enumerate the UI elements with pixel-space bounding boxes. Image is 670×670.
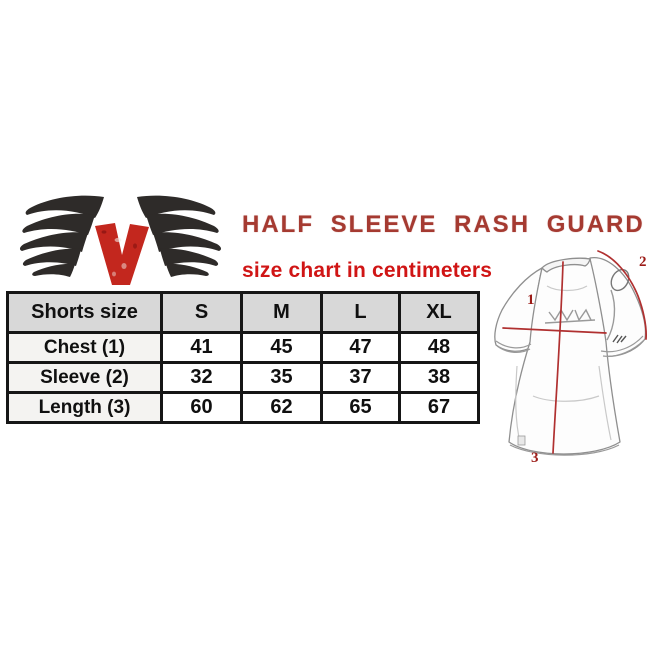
cell-length-l: 65 xyxy=(320,391,401,424)
column-header-shorts-size: Shorts size xyxy=(6,291,163,334)
sleeve-brand-mark xyxy=(606,268,630,344)
length-measure-line xyxy=(552,261,564,454)
cell-sleeve-s: 32 xyxy=(160,361,243,394)
page-subtitle: size chart in centimeters xyxy=(242,259,493,282)
page-title: HALF SLEEVE RASH GUARD xyxy=(242,211,645,238)
measurement-lines xyxy=(502,250,647,454)
marker-label-2: 2 xyxy=(639,254,647,270)
column-header-xl: XL xyxy=(398,291,480,334)
hem-tag xyxy=(517,435,526,446)
cell-length-m: 62 xyxy=(240,391,323,424)
marker-label-3: 3 xyxy=(531,450,539,466)
brand-logo xyxy=(19,195,222,285)
v-letter-mark xyxy=(95,223,149,285)
column-header-s: S xyxy=(160,291,243,334)
cell-chest-m: 45 xyxy=(240,331,323,364)
cell-sleeve-xl: 38 xyxy=(398,361,480,394)
row-label-sleeve: Sleeve (2) xyxy=(6,361,163,394)
size-chart-table: Shorts size S M L XL Chest (1) 41 45 47 … xyxy=(6,291,480,424)
row-label-length: Length (3) xyxy=(6,391,163,424)
collar-band xyxy=(541,257,591,273)
sleeve-measure-line xyxy=(597,250,647,340)
table-row-sleeve: Sleeve (2) 32 35 37 38 xyxy=(6,361,480,394)
measurement-marker-labels: 1 2 3 xyxy=(527,254,647,466)
cell-sleeve-m: 35 xyxy=(240,361,323,394)
cuff-and-hem-lines xyxy=(495,335,645,456)
header-row: Shorts size S M L XL xyxy=(6,291,480,334)
right-wing-icon xyxy=(137,195,222,277)
row-label-chest: Chest (1) xyxy=(6,331,163,364)
cell-chest-l: 47 xyxy=(320,331,401,364)
cell-chest-s: 41 xyxy=(160,331,243,364)
left-wing-icon xyxy=(19,195,105,277)
table-row-length: Length (3) 60 62 65 67 xyxy=(6,391,480,424)
shirt-body-outline xyxy=(508,257,621,455)
rash-guard-diagram: 1 2 3 xyxy=(494,250,647,466)
marker-label-1: 1 xyxy=(527,292,535,308)
column-header-l: L xyxy=(320,291,401,334)
cell-sleeve-l: 37 xyxy=(320,361,401,394)
cell-chest-xl: 48 xyxy=(398,331,480,364)
chest-measure-line xyxy=(502,327,607,334)
cell-length-s: 60 xyxy=(160,391,243,424)
table-row-chest: Chest (1) 41 45 47 48 xyxy=(6,331,480,364)
cell-length-xl: 67 xyxy=(398,391,480,424)
column-header-m: M xyxy=(240,291,323,334)
